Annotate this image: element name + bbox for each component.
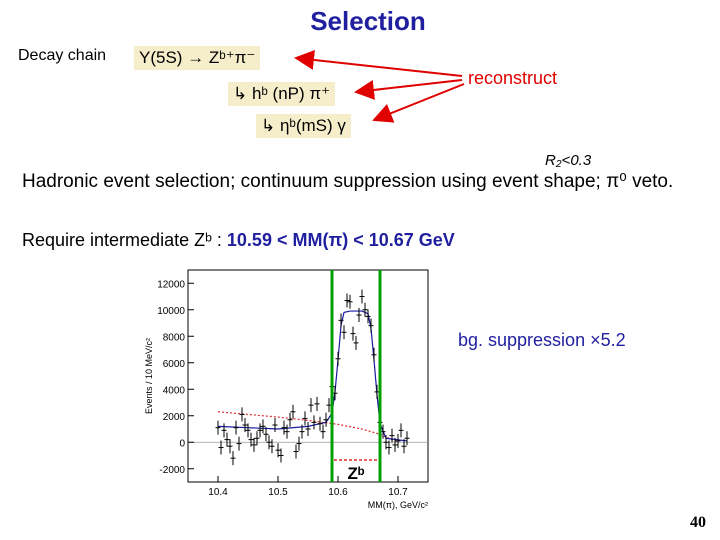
reconstruct-arrows bbox=[294, 49, 465, 123]
x-tick-label: 10.6 bbox=[328, 487, 348, 498]
plot-frame bbox=[187, 269, 429, 483]
x-tick-label: 10.4 bbox=[208, 487, 228, 498]
y-tick-label: 8000 bbox=[163, 332, 186, 343]
arrow-to-etab bbox=[372, 83, 465, 123]
bg-suppression-label: bg. suppression ×5.2 bbox=[458, 330, 626, 350]
x-tick-label: 10.7 bbox=[388, 487, 408, 498]
hadronic-selection-text: Hadronic event selection; continuum supp… bbox=[22, 171, 674, 192]
y-tick-label: 4000 bbox=[163, 385, 186, 396]
window-label: Zᵇ bbox=[347, 464, 364, 483]
background-curve bbox=[217, 411, 399, 443]
slide-title: Selection bbox=[310, 6, 426, 36]
y-tick-label: -2000 bbox=[159, 465, 185, 476]
decay-step-2: ↳ hᵇ (nP) π⁺ bbox=[228, 82, 336, 106]
x-tick-label: 10.5 bbox=[268, 487, 288, 498]
arrow-to-zb bbox=[294, 49, 463, 77]
require-prefix: Require intermediate Zᵇ : bbox=[22, 230, 222, 250]
y-tick-label: 2000 bbox=[163, 412, 186, 423]
decay-chain-label: Decay chain bbox=[18, 47, 107, 64]
y-axis-label: Events / 10 MeV/c² bbox=[144, 338, 154, 414]
decay-step-1: Υ(5S) → Zᵇ⁺π⁻ bbox=[134, 46, 261, 70]
reconstruct-label: reconstruct bbox=[468, 68, 558, 88]
y-tick-label: 12000 bbox=[157, 279, 185, 290]
y-tick-label: 0 bbox=[179, 438, 185, 449]
arrow-to-hb bbox=[354, 79, 463, 100]
decay-step-3: ↳ ηᵇ(mS) γ bbox=[256, 114, 351, 138]
y-tick-label: 6000 bbox=[163, 359, 186, 370]
page-number: 40 bbox=[690, 514, 706, 531]
mm-pi-histogram: -2000 0 2000 4000 6000 8000 10000 12000 10.4 10.5… bbox=[144, 269, 429, 510]
x-axis-label: MM(π), GeV/c² bbox=[368, 500, 428, 510]
y-tick-label: 10000 bbox=[157, 306, 185, 317]
require-row: Require intermediate Zᵇ : 10.59 < MM(π) … bbox=[22, 230, 455, 251]
mm-window-range: 10.59 < MM(π) < 10.67 GeV bbox=[226, 230, 455, 250]
r2-cut-label: R₂<0.3 bbox=[545, 152, 592, 169]
